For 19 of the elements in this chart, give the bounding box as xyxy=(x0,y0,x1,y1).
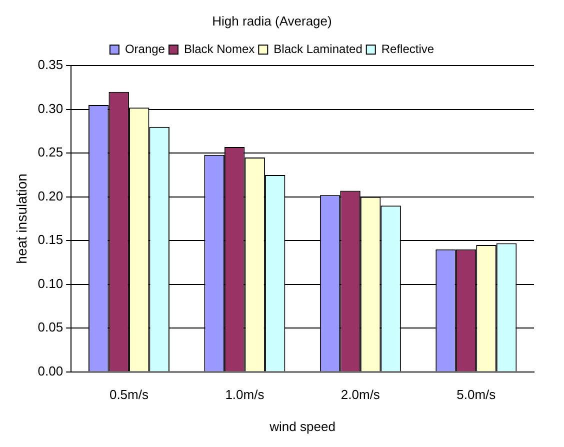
legend-label: Black Laminated xyxy=(274,42,362,56)
y-tick-label: 0.15 xyxy=(38,232,64,248)
y-tick-label: 0.00 xyxy=(38,363,64,378)
y-tick-label: 0.05 xyxy=(38,320,64,335)
y-axis-title: heat insulation xyxy=(13,174,30,264)
y-tick-label: 0.25 xyxy=(38,144,64,160)
legend-label: Orange xyxy=(124,42,166,56)
x-tick-label: 5.0m/s xyxy=(456,387,496,402)
x-tick-label: 2.0m/s xyxy=(340,387,380,402)
y-tick-label: 0.35 xyxy=(38,57,64,72)
y-tick-label: 0.10 xyxy=(38,276,64,291)
x-tick-label: 0.5m/s xyxy=(109,387,149,402)
chart-title: High radia (Average) xyxy=(212,13,332,28)
legend-label: Reflective xyxy=(381,42,434,56)
y-tick-label: 0.30 xyxy=(38,100,64,116)
legend-label: Black Nomex xyxy=(184,42,255,56)
x-axis-title: wind speed xyxy=(268,418,336,434)
x-tick-label: 1.0m/s xyxy=(225,387,265,402)
y-tick-label: 0.20 xyxy=(38,188,64,204)
